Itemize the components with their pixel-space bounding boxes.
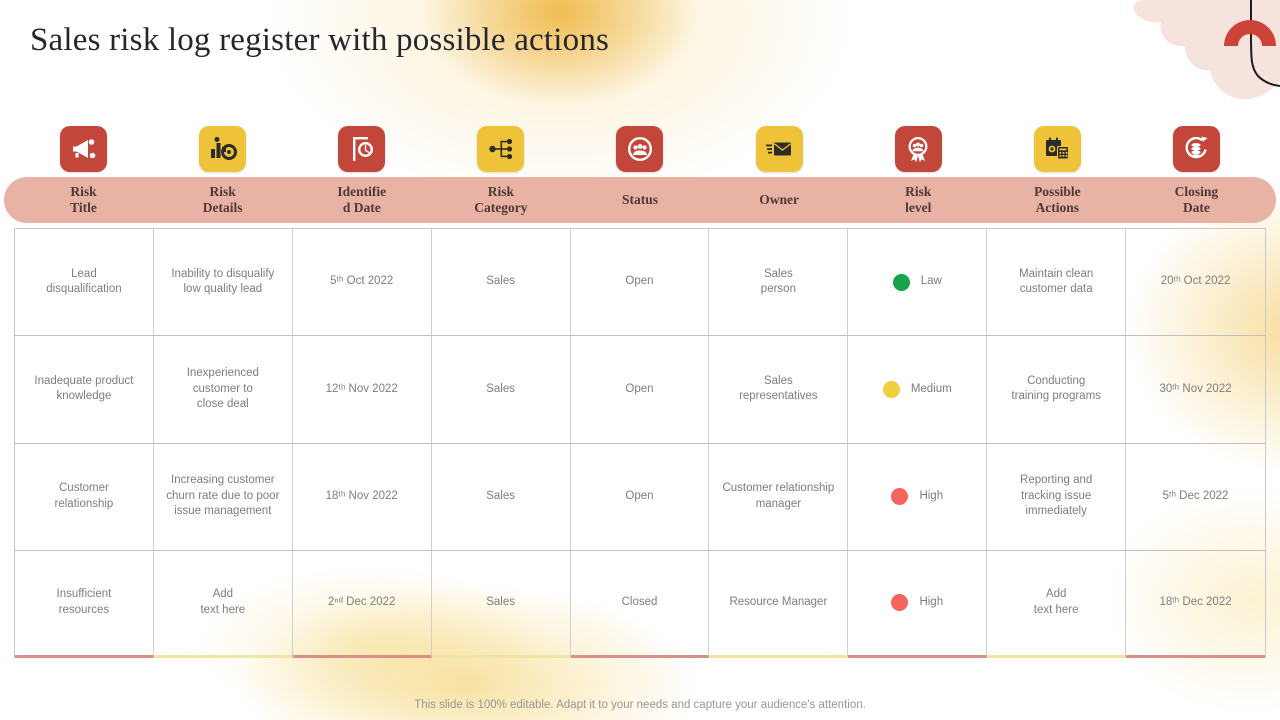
cell-risk-category: Sales [431, 336, 571, 444]
cell-owner: Sales representatives [709, 336, 849, 444]
cell-status: Open [570, 336, 710, 444]
cell-owner: Sales person [709, 229, 849, 337]
corner-decoration [1133, 0, 1280, 100]
cell-owner: Resource Manager [709, 550, 849, 658]
column-header-risk-level: Risk level [905, 184, 932, 215]
cell-risk-title: Inadequate product knowledge [15, 336, 154, 444]
cell-risk-level: Medium [848, 336, 988, 444]
cell-status: Open [570, 443, 710, 551]
icon-tile [199, 126, 247, 172]
team-target-icon [627, 137, 652, 161]
cell-identified-date: 5ᵗʰ Oct 2022 [292, 229, 432, 337]
risk-level-label: High [919, 489, 944, 502]
cell-identified-date: 12ᵗʰ Nov 2022 [292, 336, 432, 444]
icon-tile [1172, 126, 1220, 172]
icon-tile [1033, 126, 1081, 172]
icon-tile [477, 126, 525, 172]
cell-risk-level: High [848, 550, 988, 658]
column-header-possible-actions: Possible Actions [1034, 184, 1081, 215]
blob-shape [1133, 0, 1280, 100]
cell-status: Closed [570, 550, 710, 658]
cell-possible-actions: Conducting training programs [987, 336, 1127, 444]
cell-closing-date: 5ᵗʰ Dec 2022 [1126, 444, 1265, 551]
cell-risk-category: Sales [431, 443, 571, 551]
icon-tile [894, 126, 942, 172]
risk-level-label: High [919, 596, 944, 609]
bar-chart-target-icon [210, 137, 237, 160]
icon-tile [755, 126, 803, 172]
column-icons-row [14, 126, 1266, 174]
footer-note: This slide is 100% editable. Adapt it to… [414, 699, 866, 711]
risk-log-table: Lead disqualification Inability to disqu… [14, 228, 1266, 658]
cell-risk-title: Insufficient resources [15, 550, 154, 658]
risk-level-dot [891, 488, 909, 506]
cell-identified-date: 18ᵗʰ Nov 2022 [292, 443, 432, 551]
page-title: Sales risk log register with possible ac… [30, 22, 610, 58]
column-header-closing-date: Closing Date [1174, 184, 1219, 215]
column-header-risk-details: Risk Details [202, 184, 243, 215]
icon-tile [60, 126, 108, 172]
cell-risk-category: Sales [431, 229, 571, 337]
megaphone-icon [72, 139, 95, 159]
cell-identified-date: 2ⁿᵈ Dec 2022 [292, 550, 432, 658]
cell-possible-actions: Maintain clean customer data [987, 229, 1127, 337]
cell-risk-level: Law [848, 229, 988, 337]
risk-level-dot [891, 594, 909, 612]
cell-closing-date: 20ᵗʰ Oct 2022 [1126, 229, 1265, 337]
cell-risk-title: Customer relationship [15, 443, 154, 551]
cell-risk-details: Inability to disqualify low quality lead [153, 229, 293, 337]
table-header-band: Risk Title Risk Details Identifie d Date… [4, 177, 1276, 223]
curve-line [1250, 0, 1280, 87]
cell-risk-details: Add text here [153, 550, 293, 658]
team-badge-icon [908, 137, 928, 163]
cell-risk-details: Increasing customer churn rate due to po… [153, 443, 293, 551]
risk-level-dot [882, 380, 900, 398]
cell-possible-actions: Add text here [987, 550, 1127, 658]
coins-refresh-icon [1185, 136, 1208, 159]
cell-risk-title: Lead disqualification [15, 229, 154, 337]
column-header-status: Status [621, 192, 658, 208]
column-header-owner: Owner [759, 192, 799, 208]
column-header-identified-date: Identifie d Date [337, 184, 387, 215]
risk-level-dot [892, 273, 910, 291]
cell-risk-details: Inexperienced customer to close deal [153, 336, 293, 444]
risk-level-label: Law [920, 275, 942, 288]
cell-possible-actions: Reporting and tracking issue immediately [987, 443, 1127, 551]
risk-level-label: Medium [910, 382, 952, 395]
column-header-risk-category: Risk Category [474, 184, 528, 215]
hanging-clock-icon [352, 137, 373, 161]
cell-risk-level: High [848, 443, 988, 551]
cell-owner: Customer relationship manager [709, 443, 849, 551]
icon-tile [616, 126, 664, 172]
cell-closing-date: 18ᵗʰ Dec 2022 [1126, 551, 1265, 658]
flying-envelope-icon [766, 142, 792, 156]
arch-icon [1224, 20, 1276, 46]
hierarchy-icon [489, 138, 512, 160]
cell-risk-category: Sales [431, 550, 571, 658]
column-header-risk-title: Risk Title [70, 184, 97, 215]
icon-tile [338, 126, 386, 172]
cell-closing-date: 30ᵗʰ Nov 2022 [1126, 336, 1265, 444]
cell-status: Open [570, 229, 710, 337]
calendar-calculator-icon [1046, 137, 1070, 160]
